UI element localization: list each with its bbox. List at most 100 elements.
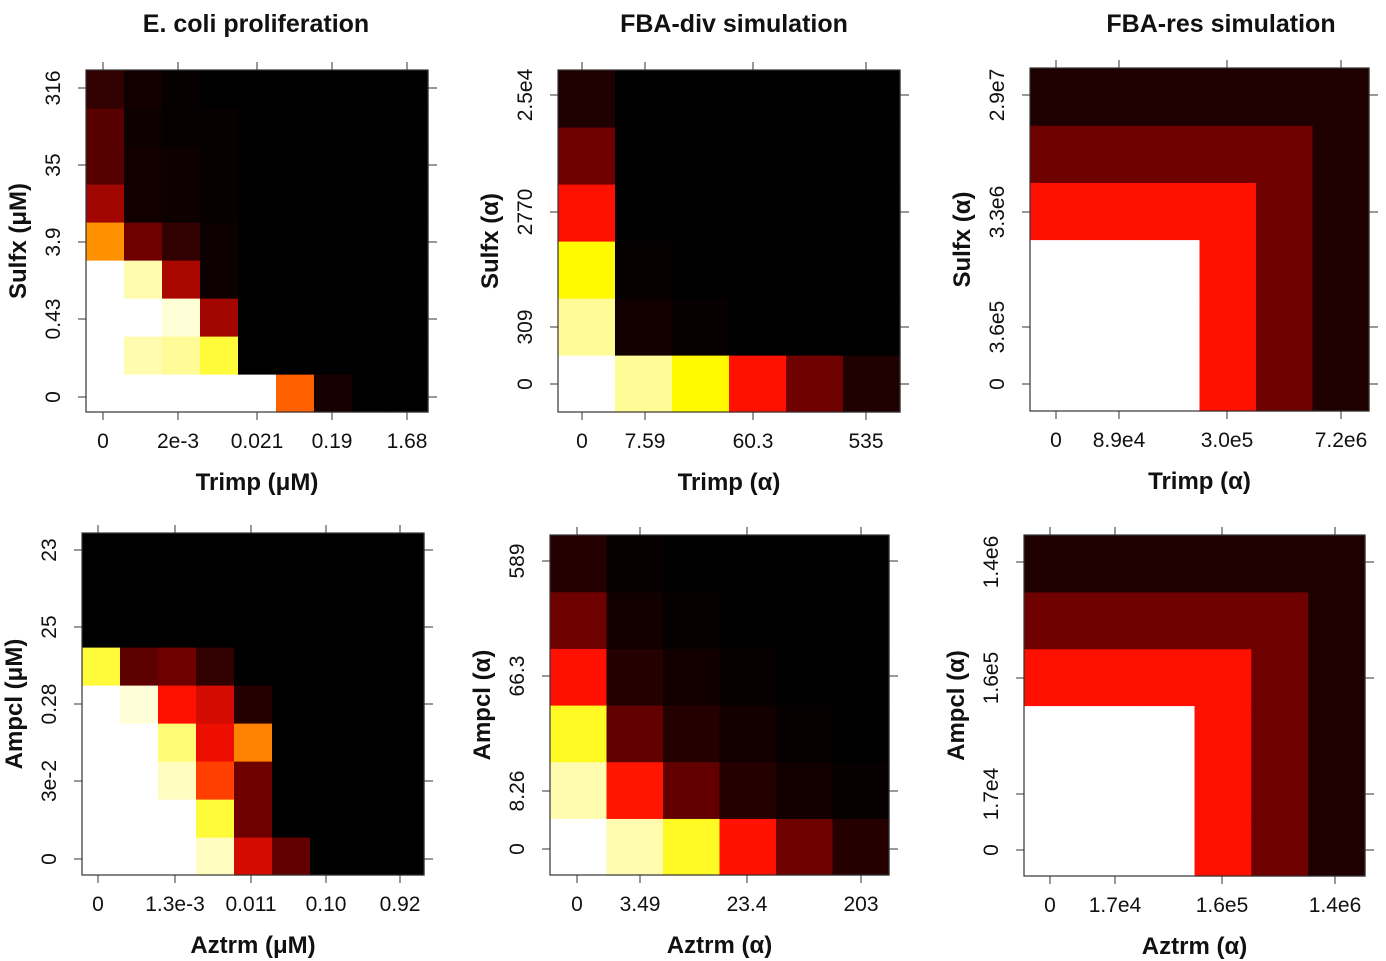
heatmap-cell <box>162 260 201 299</box>
x-tick-label: 1.6e5 <box>1196 894 1249 917</box>
heatmap-cell <box>314 108 353 147</box>
heatmap-cell <box>158 609 197 648</box>
heatmap-cell <box>1199 239 1257 298</box>
heatmap-cell <box>1143 296 1201 355</box>
heatmap-cell <box>550 705 608 763</box>
heatmap-cell <box>272 609 311 648</box>
heatmap-cell <box>615 298 673 356</box>
y-tick-label: 3.6e5 <box>986 301 1009 354</box>
heatmap-cell <box>1086 296 1144 355</box>
heatmap-cell <box>663 761 721 819</box>
heatmap-cell <box>82 609 121 648</box>
heatmap-cell <box>120 723 159 762</box>
heatmap-cell <box>672 241 730 299</box>
heatmap-cell <box>1199 296 1257 355</box>
heatmap-cell <box>1137 648 1196 707</box>
heatmap-cell <box>86 336 125 375</box>
x-tick-label: 203 <box>843 893 878 916</box>
heatmap-cell <box>1194 535 1252 593</box>
heatmap-cell <box>386 799 425 838</box>
heatmap-cell <box>550 648 608 706</box>
heatmap-cell <box>606 705 664 763</box>
heatmap-cell <box>234 761 273 800</box>
heatmap-cell <box>314 184 353 223</box>
heatmap-cell <box>1251 762 1309 820</box>
heatmap-cell <box>719 761 777 819</box>
heatmap-cell <box>1024 705 1082 763</box>
heatmap-cell <box>663 648 721 706</box>
heatmap-cell <box>843 355 901 413</box>
heatmap-cell <box>729 355 787 413</box>
x-tick-label: 0 <box>92 893 104 916</box>
heatmap-panel-3: 0 8.9e4 3.0e5 7.2e6 0 3.6e5 3.3e6 2.9e7 Trimp (α… <box>949 60 1378 495</box>
heatmap-cell <box>1256 353 1314 412</box>
heatmap-cell <box>1080 762 1139 820</box>
heatmap-cell <box>196 647 235 686</box>
x-tick-label: 0.92 <box>380 893 421 916</box>
heatmap-cell <box>390 70 429 109</box>
heatmap-cell <box>276 336 315 375</box>
y-tick-label: 1.7e4 <box>980 767 1003 820</box>
heatmap-cell <box>196 571 235 610</box>
x-tick-label: 535 <box>848 430 883 453</box>
heatmap-cell <box>82 685 121 724</box>
heatmap-cell <box>162 298 201 337</box>
heatmap-cell <box>1080 648 1139 707</box>
heatmap-cell <box>1086 68 1144 126</box>
heatmap-cell <box>386 609 425 648</box>
y-tick-label: 0 <box>986 378 1009 390</box>
y-axis-title: Ampcl (μM) <box>1 639 28 770</box>
heatmap-cell <box>1030 296 1088 355</box>
heatmap-cell <box>310 761 349 800</box>
heatmap-cell <box>1199 68 1257 126</box>
heatmap-cell <box>200 260 239 299</box>
heatmap-cell <box>120 533 159 572</box>
x-tick-label: 8.9e4 <box>1093 429 1146 452</box>
y-axis-title: Sulfx (α) <box>949 191 976 287</box>
heatmap-cell <box>615 127 673 185</box>
heatmap-cell <box>238 70 277 109</box>
heatmap-cell <box>310 571 349 610</box>
heatmap-cell <box>272 837 311 876</box>
heatmap-cell <box>86 260 125 299</box>
y-tick-label: 589 <box>506 543 529 578</box>
heatmap-cell <box>615 70 673 128</box>
heatmap-cell <box>162 108 201 147</box>
heatmap-cell <box>558 298 616 356</box>
y-tick-label: 0 <box>980 844 1003 856</box>
heatmap-cell <box>196 761 235 800</box>
y-tick-label: 0 <box>42 391 65 403</box>
heatmap-cell <box>162 146 201 185</box>
heatmap-cell <box>234 533 273 572</box>
heatmap-cell <box>386 571 425 610</box>
heatmap-cell <box>276 374 315 413</box>
heatmap-cell <box>314 374 353 413</box>
heatmap-cell <box>86 222 125 261</box>
heatmap-cell <box>200 184 239 223</box>
heatmap-cell <box>672 127 730 185</box>
heatmap-cell <box>82 837 121 876</box>
heatmap-cell <box>162 374 201 413</box>
heatmap-cell <box>276 184 315 223</box>
heatmap-cell <box>124 222 163 261</box>
heatmap-cell <box>352 260 391 299</box>
heatmap-cell <box>786 70 844 128</box>
heatmap-cell <box>86 108 125 147</box>
heatmap-cell <box>82 533 121 572</box>
heatmap-cell <box>1308 819 1366 877</box>
heatmap-cell <box>390 260 429 299</box>
y-tick-label: 316 <box>42 70 65 105</box>
heatmap-cell <box>1143 68 1201 126</box>
x-tick-label: 0 <box>576 430 588 453</box>
heatmap-cell <box>550 818 608 876</box>
heatmap-cell <box>386 761 425 800</box>
heatmap-cell <box>162 184 201 223</box>
heatmap-cell <box>843 241 901 299</box>
heatmap-cell <box>314 70 353 109</box>
heatmap-cell <box>352 336 391 375</box>
heatmap-cell <box>1308 535 1366 593</box>
heatmap-cell <box>1024 648 1082 707</box>
heatmap-cell <box>352 108 391 147</box>
heatmap-cell <box>86 374 125 413</box>
heatmap-panels: 0 2e-3 0.021 0.19 1.68 0 0.43 3.9 35 316 Trimp (μM… <box>1 60 1378 960</box>
